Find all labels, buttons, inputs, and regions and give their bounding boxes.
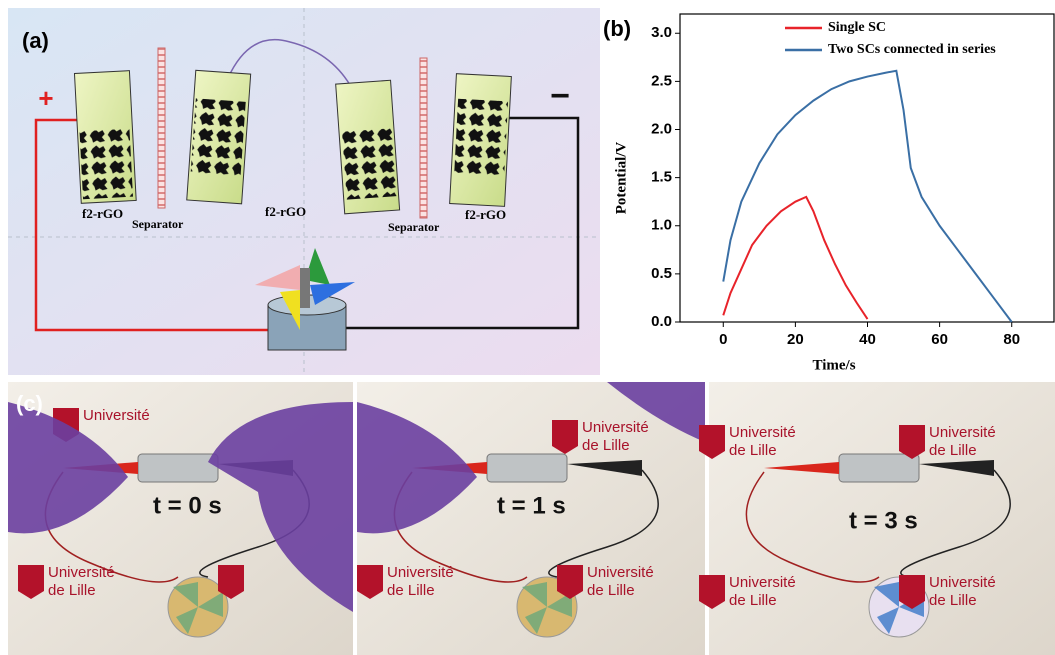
x-tick-label: 40 [859,331,876,348]
legend-label: Two SCs connected in series [828,42,996,57]
logo-mark [557,565,583,599]
separator-label: Separator [388,220,440,234]
logo-mark [899,575,925,609]
clip-red [764,462,839,474]
wire-link [227,38,351,86]
logo-text: de Lille [582,437,630,454]
wire-positive [34,118,268,332]
logo-text: Université [48,564,115,581]
glove [607,382,705,442]
x-tick-label: 60 [931,331,948,348]
wire-negative [345,116,580,330]
logo-text: Université [587,564,654,581]
logo-text: de Lille [929,442,977,459]
electrode-label: f2-rGO [465,207,506,222]
panel-label: (b) [603,16,631,41]
time-label: t = 0 s [153,492,222,519]
series-line [722,69,1013,323]
logo-text: de Lille [48,582,96,599]
panel-a: (a) + − f2-rGO f2-rGO f2-rGO Separator S… [8,8,600,375]
x-tick-label: 20 [787,331,804,348]
electrode [335,79,401,215]
y-tick-label: 1.5 [651,169,672,186]
logo-text: Université [729,424,796,441]
logo-mark [552,420,578,454]
electrode [186,69,252,205]
motor [255,248,355,351]
glove [357,402,477,534]
y-tick-label: 3.0 [651,24,672,41]
panel-b: (b) Time/s Potential/V 0.0 0.5 1.0 1.5 2.0 2.… [603,13,1055,373]
separator [419,57,428,219]
glove [8,402,128,534]
panel-label: (c) [16,391,43,416]
wire [900,469,1011,578]
series-line [722,195,869,320]
separator-label: Separator [132,217,184,231]
clip-black [567,460,642,476]
y-tick-label: 0.5 [651,265,672,282]
electrode-label: f2-rGO [82,206,123,221]
logo-mark [218,565,244,599]
x-axis-label: Time/s [812,357,855,373]
logo-text: de Lille [587,582,635,599]
electrode [73,70,137,204]
logo-text: de Lille [729,592,777,609]
logo-mark [899,425,925,459]
y-tick-label: 2.0 [651,120,672,137]
time-label: t = 3 s [849,507,918,534]
logo-text: de Lille [387,582,435,599]
y-tick-label: 0.0 [651,313,672,330]
y-tick-label: 2.5 [651,72,672,89]
logo-text: Université [729,574,796,591]
time-label: t = 1 s [497,492,566,519]
plus-sign: + [38,83,53,113]
clip-black [919,460,994,476]
minus-sign: − [550,77,570,115]
plot-frame [679,13,1055,323]
y-tick-label: 1.0 [651,217,672,234]
x-tick-label: 80 [1003,331,1020,348]
logo-text: Université [929,424,996,441]
logo-text: de Lille [729,442,777,459]
y-axis-label: Potential/V [613,142,629,215]
supercapacitor [137,453,219,483]
legend-label: Single SC [828,20,886,35]
electrode [449,73,512,207]
logo-mark [357,565,383,599]
wire [745,471,880,583]
logo-text: de Lille [929,592,977,609]
wire [548,469,659,578]
supercapacitor [838,453,920,483]
logo-mark [699,575,725,609]
logo-text: Université [582,419,649,436]
panel-label: (a) [22,28,49,53]
x-tick-label: 0 [719,331,727,348]
separator [157,47,166,209]
logo-text: Université [929,574,996,591]
logo-mark [699,425,725,459]
pinwheel-blades [522,582,572,634]
glove [208,402,353,612]
logo-mark [18,565,44,599]
supercapacitor [486,453,568,483]
logo-text: Université [387,564,454,581]
pinwheel-blades [874,582,924,634]
electrode-label: f2-rGO [265,204,306,219]
pinwheel-blades [173,582,223,634]
logo-text: Université [83,407,150,424]
